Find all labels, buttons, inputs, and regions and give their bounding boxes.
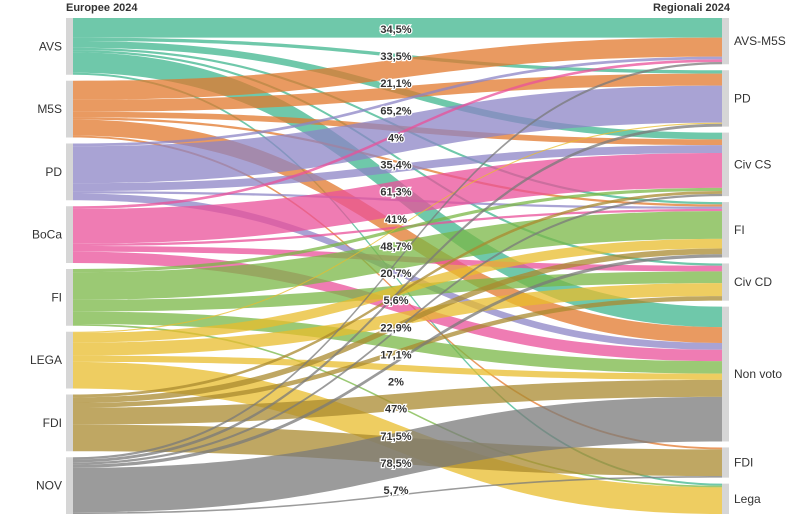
flow-pd-avs-m5s <box>73 56 722 147</box>
flow-lega-fi <box>73 238 722 343</box>
right-node-label-pd: PD <box>734 91 751 105</box>
flow-label-1: 33,5% <box>380 51 411 63</box>
right-node-label-non-voto: Non voto <box>734 367 782 381</box>
right-node-label-avs-m5s: AVS-M5S <box>734 34 786 48</box>
flow-m5s-fi <box>73 117 722 207</box>
left-node-bar-boca <box>66 206 73 263</box>
left-node-label-pd: PD <box>45 165 62 179</box>
flow-boca-non-voto <box>73 251 722 362</box>
flow-label-4: 4% <box>388 132 404 144</box>
flow-avs-pd <box>73 37 722 74</box>
flow-lega-pd <box>73 122 722 333</box>
flow-label-11: 22,9% <box>380 322 411 334</box>
left-node-bar-avs <box>66 18 73 75</box>
left-node-bar-pd <box>66 143 73 201</box>
left-node-label-boca: BoCa <box>32 228 62 242</box>
flow-label-9: 20,7% <box>380 268 411 280</box>
left-node-label-fi: FI <box>51 290 62 304</box>
right-node-bar-fdi <box>722 447 729 478</box>
flow-label-3: 65,2% <box>380 105 411 117</box>
right-node-bar-non-voto <box>722 306 729 442</box>
flow-fi-civ-cs <box>73 187 722 273</box>
left-node-label-fdi: FDI <box>43 416 62 430</box>
flow-fdi-non-voto <box>73 379 722 425</box>
right-node-label-civ-cs: Civ CS <box>734 157 771 171</box>
flow-label-8: 48,7% <box>380 241 411 253</box>
flow-label-5: 35,4% <box>380 160 411 172</box>
flows <box>73 18 722 514</box>
flow-lega-civ-cd <box>73 283 722 356</box>
right-node-label-lega: Lega <box>734 492 761 506</box>
right-node-bar-civ-cs <box>722 132 729 197</box>
left-node-label-m5s: M5S <box>37 102 62 116</box>
flow-label-6: 61,3% <box>380 187 411 199</box>
flow-label-13: 2% <box>388 377 404 389</box>
flow-avs-avs-m5s <box>73 18 722 38</box>
flow-label-10: 5,6% <box>383 295 408 307</box>
flow-label-16: 78,5% <box>380 458 411 470</box>
left-node-label-nov: NOV <box>36 479 62 493</box>
flow-label-7: 41% <box>385 214 407 226</box>
left-node-bar-lega <box>66 331 73 389</box>
right-node-label-civ-cd: Civ CD <box>734 275 772 289</box>
right-node-bar-lega <box>722 483 729 514</box>
flow-nov-pd <box>73 123 722 463</box>
left-node-bar-nov <box>66 457 73 514</box>
flow-nov-civ-cs <box>73 193 722 465</box>
flow-nov-fdi <box>73 476 722 514</box>
left-node-bar-m5s <box>66 80 73 138</box>
flow-lega-non-voto <box>73 355 722 380</box>
right-node-bar-avs-m5s <box>722 18 729 65</box>
flow-fdi-fi <box>73 248 722 404</box>
flow-label-12: 17,1% <box>380 349 411 361</box>
flow-avs-civ-cd <box>73 50 722 266</box>
flow-nov-fi <box>73 254 722 468</box>
right-node-bar-fi <box>722 202 729 258</box>
flow-label-15: 71,5% <box>380 431 411 443</box>
left-node-bar-fdi <box>66 394 73 452</box>
right-node-label-fi: FI <box>734 223 745 237</box>
flow-nov-avs-m5s <box>73 61 722 460</box>
flow-label-0: 34,5% <box>380 24 411 36</box>
flow-fdi-civ-cd <box>73 296 722 408</box>
node-labels: AVS M5S PD BoCa FI LEGA FDI NOV AVS-M5S PD Civ CS F… <box>30 34 786 506</box>
flow-m5s-pd <box>73 73 722 112</box>
flow-avs-lega <box>73 72 722 486</box>
node-bars <box>66 18 729 514</box>
right-axis-title: Regionali 2024 <box>652 2 730 14</box>
flow-label-17: 5,7% <box>383 485 408 497</box>
flow-labels: 34,5% 33,5% 21,1% 65,2% 4% 35,4% 61,3% 41% 48,7%… <box>379 23 413 499</box>
left-axis-title: Europee 2024 <box>66 2 138 14</box>
flow-nov-non-voto <box>73 396 722 513</box>
flow-label-14: 47% <box>385 404 407 416</box>
right-node-label-fdi: FDI <box>734 456 753 470</box>
flow-fi-fi <box>73 211 722 300</box>
flow-boca-avs-m5s <box>73 59 722 209</box>
left-node-bar-fi <box>66 269 73 326</box>
flow-pd-non-voto <box>73 193 722 350</box>
flow-m5s-avs-m5s <box>73 37 722 100</box>
right-node-bar-civ-cd <box>722 263 729 301</box>
left-node-label-lega: LEGA <box>30 353 62 367</box>
flow-boca-civ-cs <box>73 153 722 244</box>
flow-label-2: 21,1% <box>380 78 411 90</box>
flow-pd-civ-cs <box>73 145 722 192</box>
right-node-bar-pd <box>722 70 729 127</box>
left-node-label-avs: AVS <box>39 39 62 53</box>
